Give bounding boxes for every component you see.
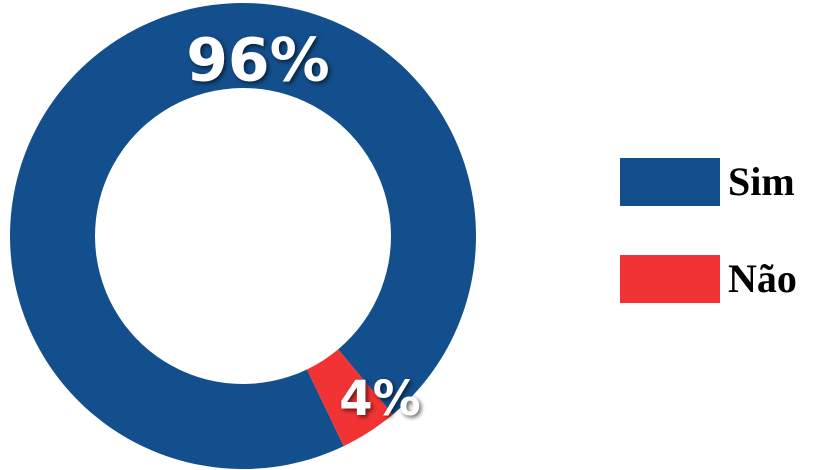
value-label: 4% [339,371,421,427]
value-label: 96% [186,26,330,96]
donut-slice [306,349,393,447]
legend-swatch [620,255,720,303]
donut-slice [9,3,476,469]
legend-label: Não [728,256,797,301]
legend-swatch [620,158,720,206]
legend-label: Sim [728,159,795,204]
